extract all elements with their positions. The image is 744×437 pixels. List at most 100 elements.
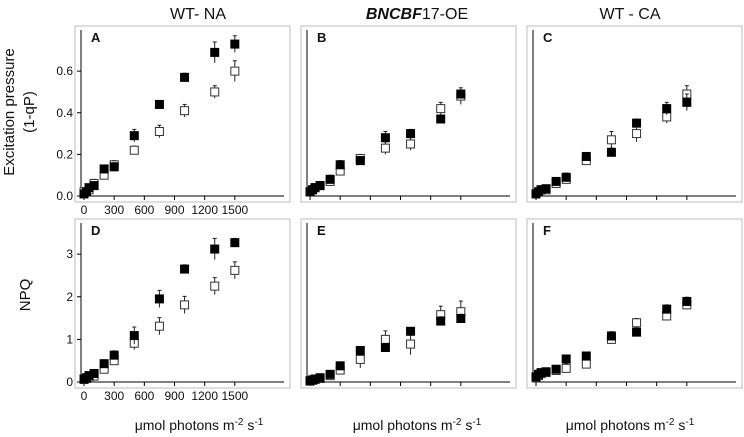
data-point-open [355, 354, 365, 364]
data-point-filled [561, 172, 571, 182]
data-point-open [581, 359, 591, 369]
ylabel-npq-text: NPQ [17, 279, 34, 312]
data-point-open [230, 265, 240, 275]
col-title-bncbf17-oe: BNCBF17-OE [366, 6, 468, 23]
ylabel-excitation-pressure: Excitation pressure (1-qP) [1, 48, 38, 176]
series-open [79, 60, 240, 197]
data-point-filled [129, 131, 139, 141]
data-point-open [436, 104, 446, 114]
data-point-open [632, 318, 642, 328]
panel-letter: E [317, 223, 326, 238]
data-point-filled [109, 162, 119, 172]
panel-letter: D [91, 223, 100, 238]
data-point-filled [606, 331, 616, 341]
data-point-open [154, 321, 164, 331]
col-title-gene: BNCBF [366, 6, 423, 23]
data-point-open [129, 145, 139, 155]
data-point-filled [606, 147, 616, 157]
data-point-filled [230, 238, 240, 248]
x-tick-label: 300 [104, 203, 124, 217]
data-point-filled [315, 373, 325, 383]
ylabel-excitation-line2: (1-qP) [21, 91, 38, 133]
data-point-filled [109, 350, 119, 360]
x-tick-label: 900 [164, 389, 184, 403]
panel-frame [300, 218, 517, 389]
data-point-filled [380, 133, 390, 143]
y-tick-label: 0.2 [56, 147, 73, 161]
data-point-filled [632, 327, 642, 337]
panel-C: C [526, 25, 743, 203]
data-point-filled [551, 176, 561, 186]
col-title-wt-na: WT- NA [170, 6, 226, 23]
ylabel-npq: NPQ [17, 279, 34, 312]
data-point-open [180, 300, 190, 310]
data-point-filled [89, 181, 99, 191]
x-tick-label: 0 [81, 203, 88, 217]
col-title-wt-ca: WT - CA [599, 6, 660, 23]
data-point-open [154, 126, 164, 136]
data-point-filled [210, 244, 220, 254]
series-filled [79, 237, 240, 384]
data-point-filled [682, 296, 692, 306]
data-point-filled [154, 99, 164, 109]
data-point-filled [315, 181, 325, 191]
data-point-filled [355, 345, 365, 355]
data-point-filled [682, 97, 692, 107]
data-point-filled [541, 184, 551, 194]
data-point-filled [456, 314, 466, 324]
x-tick-label: 1200 [191, 203, 218, 217]
panel-F: F [526, 218, 743, 389]
series-filled [531, 93, 692, 199]
data-point-filled [436, 114, 446, 124]
data-point-open [380, 143, 390, 153]
data-point-filled [551, 364, 561, 374]
data-point-open [406, 339, 416, 349]
x-tick-label: 1500 [221, 203, 248, 217]
xlabel-col-2: μmol photons m-2 s-1 [353, 417, 482, 433]
y-tick-label: 3 [66, 247, 73, 261]
data-point-filled [180, 72, 190, 82]
data-point-open [210, 87, 220, 97]
y-tick-label: 0.0 [56, 189, 73, 203]
panel-letter: F [543, 223, 551, 238]
x-tick-label: 600 [134, 203, 154, 217]
x-tick-label: 300 [104, 389, 124, 403]
data-point-filled [456, 89, 466, 99]
panel-E: E [300, 218, 517, 389]
data-point-filled [436, 316, 446, 326]
data-point-open [230, 66, 240, 76]
data-point-open [606, 135, 616, 145]
data-point-filled [154, 294, 164, 304]
y-tick-label: 0.6 [56, 64, 73, 78]
x-tick-label: 600 [134, 389, 154, 403]
data-point-filled [89, 368, 99, 378]
x-tick-label: 1500 [221, 389, 248, 403]
data-point-filled [99, 359, 109, 369]
panel-frame [74, 25, 291, 203]
y-tick-label: 0 [66, 375, 73, 389]
data-point-filled [406, 326, 416, 336]
data-point-filled [99, 164, 109, 174]
panel-letter: C [543, 30, 553, 45]
data-point-filled [561, 354, 571, 364]
data-point-filled [325, 369, 335, 379]
panel-A: A 0.0 0.2 0.4 0.6 0 300 600 900 1200 1500 [56, 25, 291, 217]
panel-letter: B [317, 30, 326, 45]
data-point-open [632, 129, 642, 139]
series-filled [531, 296, 692, 382]
data-point-open [561, 363, 571, 373]
data-point-filled [662, 104, 672, 114]
xlabel-col-1: μmol photons m-2 s-1 [135, 417, 264, 433]
data-point-filled [335, 361, 345, 371]
panel-frame [300, 25, 517, 203]
data-point-open [380, 334, 390, 344]
y-tick-label: 2 [66, 290, 73, 304]
data-point-open [406, 139, 416, 149]
y-tick-label: 0.4 [56, 106, 73, 120]
x-tick-label: 0 [81, 389, 88, 403]
ylabel-excitation-line1: Excitation pressure [1, 48, 18, 176]
data-point-open [210, 281, 220, 291]
data-point-open [180, 106, 190, 116]
